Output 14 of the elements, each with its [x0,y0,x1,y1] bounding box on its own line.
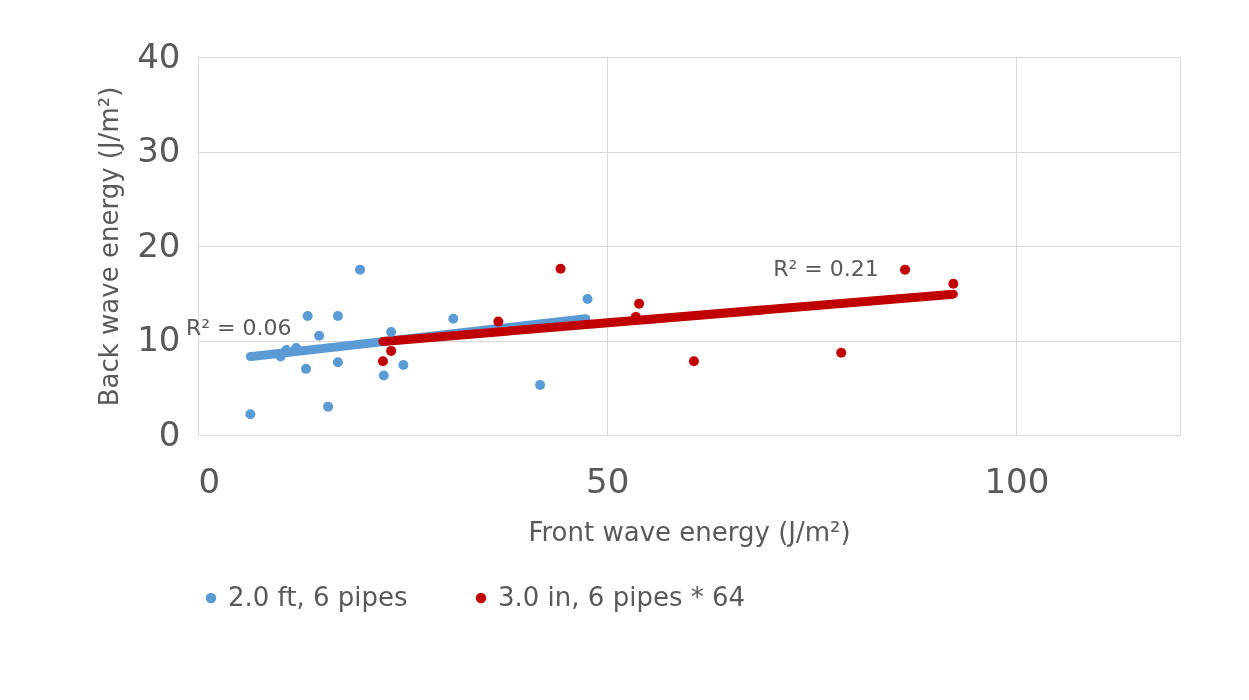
x-tick-label: 50 [586,460,630,501]
y-tick-label: 30 [137,130,181,170]
x-tick-label: 0 [198,460,221,501]
annotation: R² = 0.06 [186,315,292,340]
y-tick-label: 10 [137,319,181,359]
legend-label: 3.0 in, 6 pipes * 64 [498,582,746,612]
y-tick-label: 40 [137,35,181,76]
annotation: R² = 0.21 [773,256,879,281]
legend-label: 2.0 ft, 6 pipes [228,582,408,612]
x-axis-title: Front wave energy (J/m²) [528,516,851,547]
y-tick-label: 20 [137,224,181,265]
y-axis-title: Back wave energy (J/m²) [94,86,125,407]
y-tick-label: 0 [158,413,181,454]
x-tick-label: 100 [984,460,1050,501]
